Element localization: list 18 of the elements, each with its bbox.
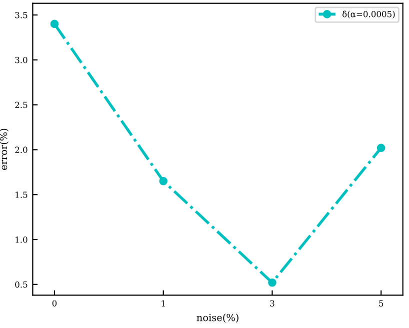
point xyxy=(159,176,168,186)
x-tick-label: 5 xyxy=(379,300,384,307)
y-tick-label: 1.5 xyxy=(16,192,28,198)
y-tick-label: 1.0 xyxy=(16,236,28,243)
y-tick-label: 2.0 xyxy=(15,146,28,153)
x-tick-label: 0 xyxy=(52,300,57,307)
point xyxy=(376,144,386,152)
y-axis-title: error(%) xyxy=(0,128,9,170)
y-tick-label: 3.5 xyxy=(15,12,28,18)
point xyxy=(268,278,276,287)
x-axis-title: noise(%) xyxy=(196,314,238,323)
point xyxy=(50,20,59,28)
y-tick-label: 0.5 xyxy=(15,281,28,288)
x-tick-label: 3 xyxy=(270,300,274,307)
x-tick-label: 1 xyxy=(162,300,165,306)
y-tick-label: 2.5 xyxy=(15,102,28,108)
legend-label: δ(α=0.0005) xyxy=(342,10,395,18)
y-tick-label: 3.0 xyxy=(15,56,28,64)
